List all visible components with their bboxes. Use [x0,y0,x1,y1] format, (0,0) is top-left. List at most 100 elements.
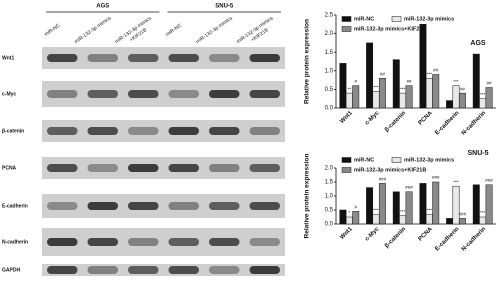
blot-strip [42,120,285,142]
y-tick-label: 0.5 [325,87,334,93]
y-tick-label: 1.5 [325,180,334,186]
blot-band [249,90,280,98]
blot-band [168,90,199,98]
row-label: N-cadherin [2,239,28,245]
y-tick-label: 0.5 [325,208,334,214]
significance-marker: *** [373,207,379,212]
blot-band [209,54,240,62]
bar [458,92,466,109]
bar [432,74,440,109]
legend-swatch [341,157,352,163]
significance-marker: *** [453,179,459,184]
bar [345,216,353,225]
row-label: Wnt1 [2,55,14,61]
blot-band [249,54,280,62]
blot-band [168,54,199,62]
bar [352,85,360,109]
significance-marker: *** [480,210,486,215]
bar [378,183,386,225]
y-tick-label: 0.0 [325,222,334,228]
y-tick-label: 2.0 [325,166,334,172]
y-axis-label: Relative protein expression [304,19,311,104]
blot-band [249,164,280,172]
bar [425,213,433,225]
bar [458,218,466,225]
blot-band [209,266,240,274]
blot-band [128,90,159,98]
significance-marker: ### [405,185,413,190]
blot-band [209,238,240,246]
blot-band [87,266,118,274]
blot-band [128,266,159,274]
legend-label: miR-132-3p mimics [404,157,454,163]
significance-marker: *** [453,79,459,84]
blot-band [128,164,159,172]
blot-band [168,238,199,246]
legend-label: miR-132-3p mimics [404,16,454,22]
blot-band [249,202,280,210]
blot-strip [42,47,285,69]
blot-band [87,90,118,98]
blot-strip [42,81,285,107]
blot-band [168,266,199,274]
legend-swatch [341,16,352,22]
blot-band [249,127,280,135]
group-label: SNU-5 [215,4,234,10]
significance-marker: ## [380,71,386,76]
legend-label: miR-132-3p mimics+KIF21B [354,167,426,173]
blot-band [128,238,159,246]
significance-marker: # [354,79,357,84]
significance-marker: *** [373,84,379,89]
row-label: GAPDH [2,267,20,273]
row-label: c-Myc [2,91,16,97]
significance-marker: *** [400,209,406,214]
y-tick-label: 1.0 [325,194,334,200]
bar [446,100,454,109]
significance-marker: ### [485,178,493,183]
significance-marker: *** [427,207,433,212]
significance-marker: *** [400,86,406,91]
bar [425,77,433,109]
significance-marker: ## [460,86,466,91]
bar [399,215,407,225]
bar [485,184,493,225]
bar [399,92,407,109]
bar [366,187,374,225]
bar [392,191,400,225]
legend-label: miR-132-3p mimics+KIF21B [354,26,426,32]
group-label: AGS [96,4,109,10]
blot-band [87,202,118,210]
blot-band [47,90,78,98]
legend-swatch [341,26,352,32]
significance-marker: ### [379,177,387,182]
blot-band [87,127,118,135]
legend-swatch [341,167,352,173]
bar [472,184,480,225]
blot-band [47,266,78,274]
significance-marker: * [348,210,350,215]
bar [405,85,413,109]
blot-strip [42,194,285,218]
blot-band [249,266,280,274]
bar [372,213,380,225]
significance-marker: ### [459,212,467,217]
bar [432,181,440,225]
bar [339,63,347,109]
legend-swatch [391,157,402,163]
blot-band [128,202,159,210]
bar [378,77,386,109]
significance-marker: *** [480,92,486,97]
bar [452,185,460,225]
chart-title: AGS [470,40,486,47]
y-tick-label: 2.0 [325,31,334,37]
legend-label: miR-NC [354,157,374,163]
blot-band [47,238,78,246]
blot-band [47,164,78,172]
blot-band [47,202,78,210]
y-tick-label: 0.0 [325,106,334,112]
significance-marker: *** [427,71,433,76]
significance-marker: ## [487,81,493,86]
blot-strip [42,228,285,256]
blot-band [168,164,199,172]
bar [345,92,353,109]
